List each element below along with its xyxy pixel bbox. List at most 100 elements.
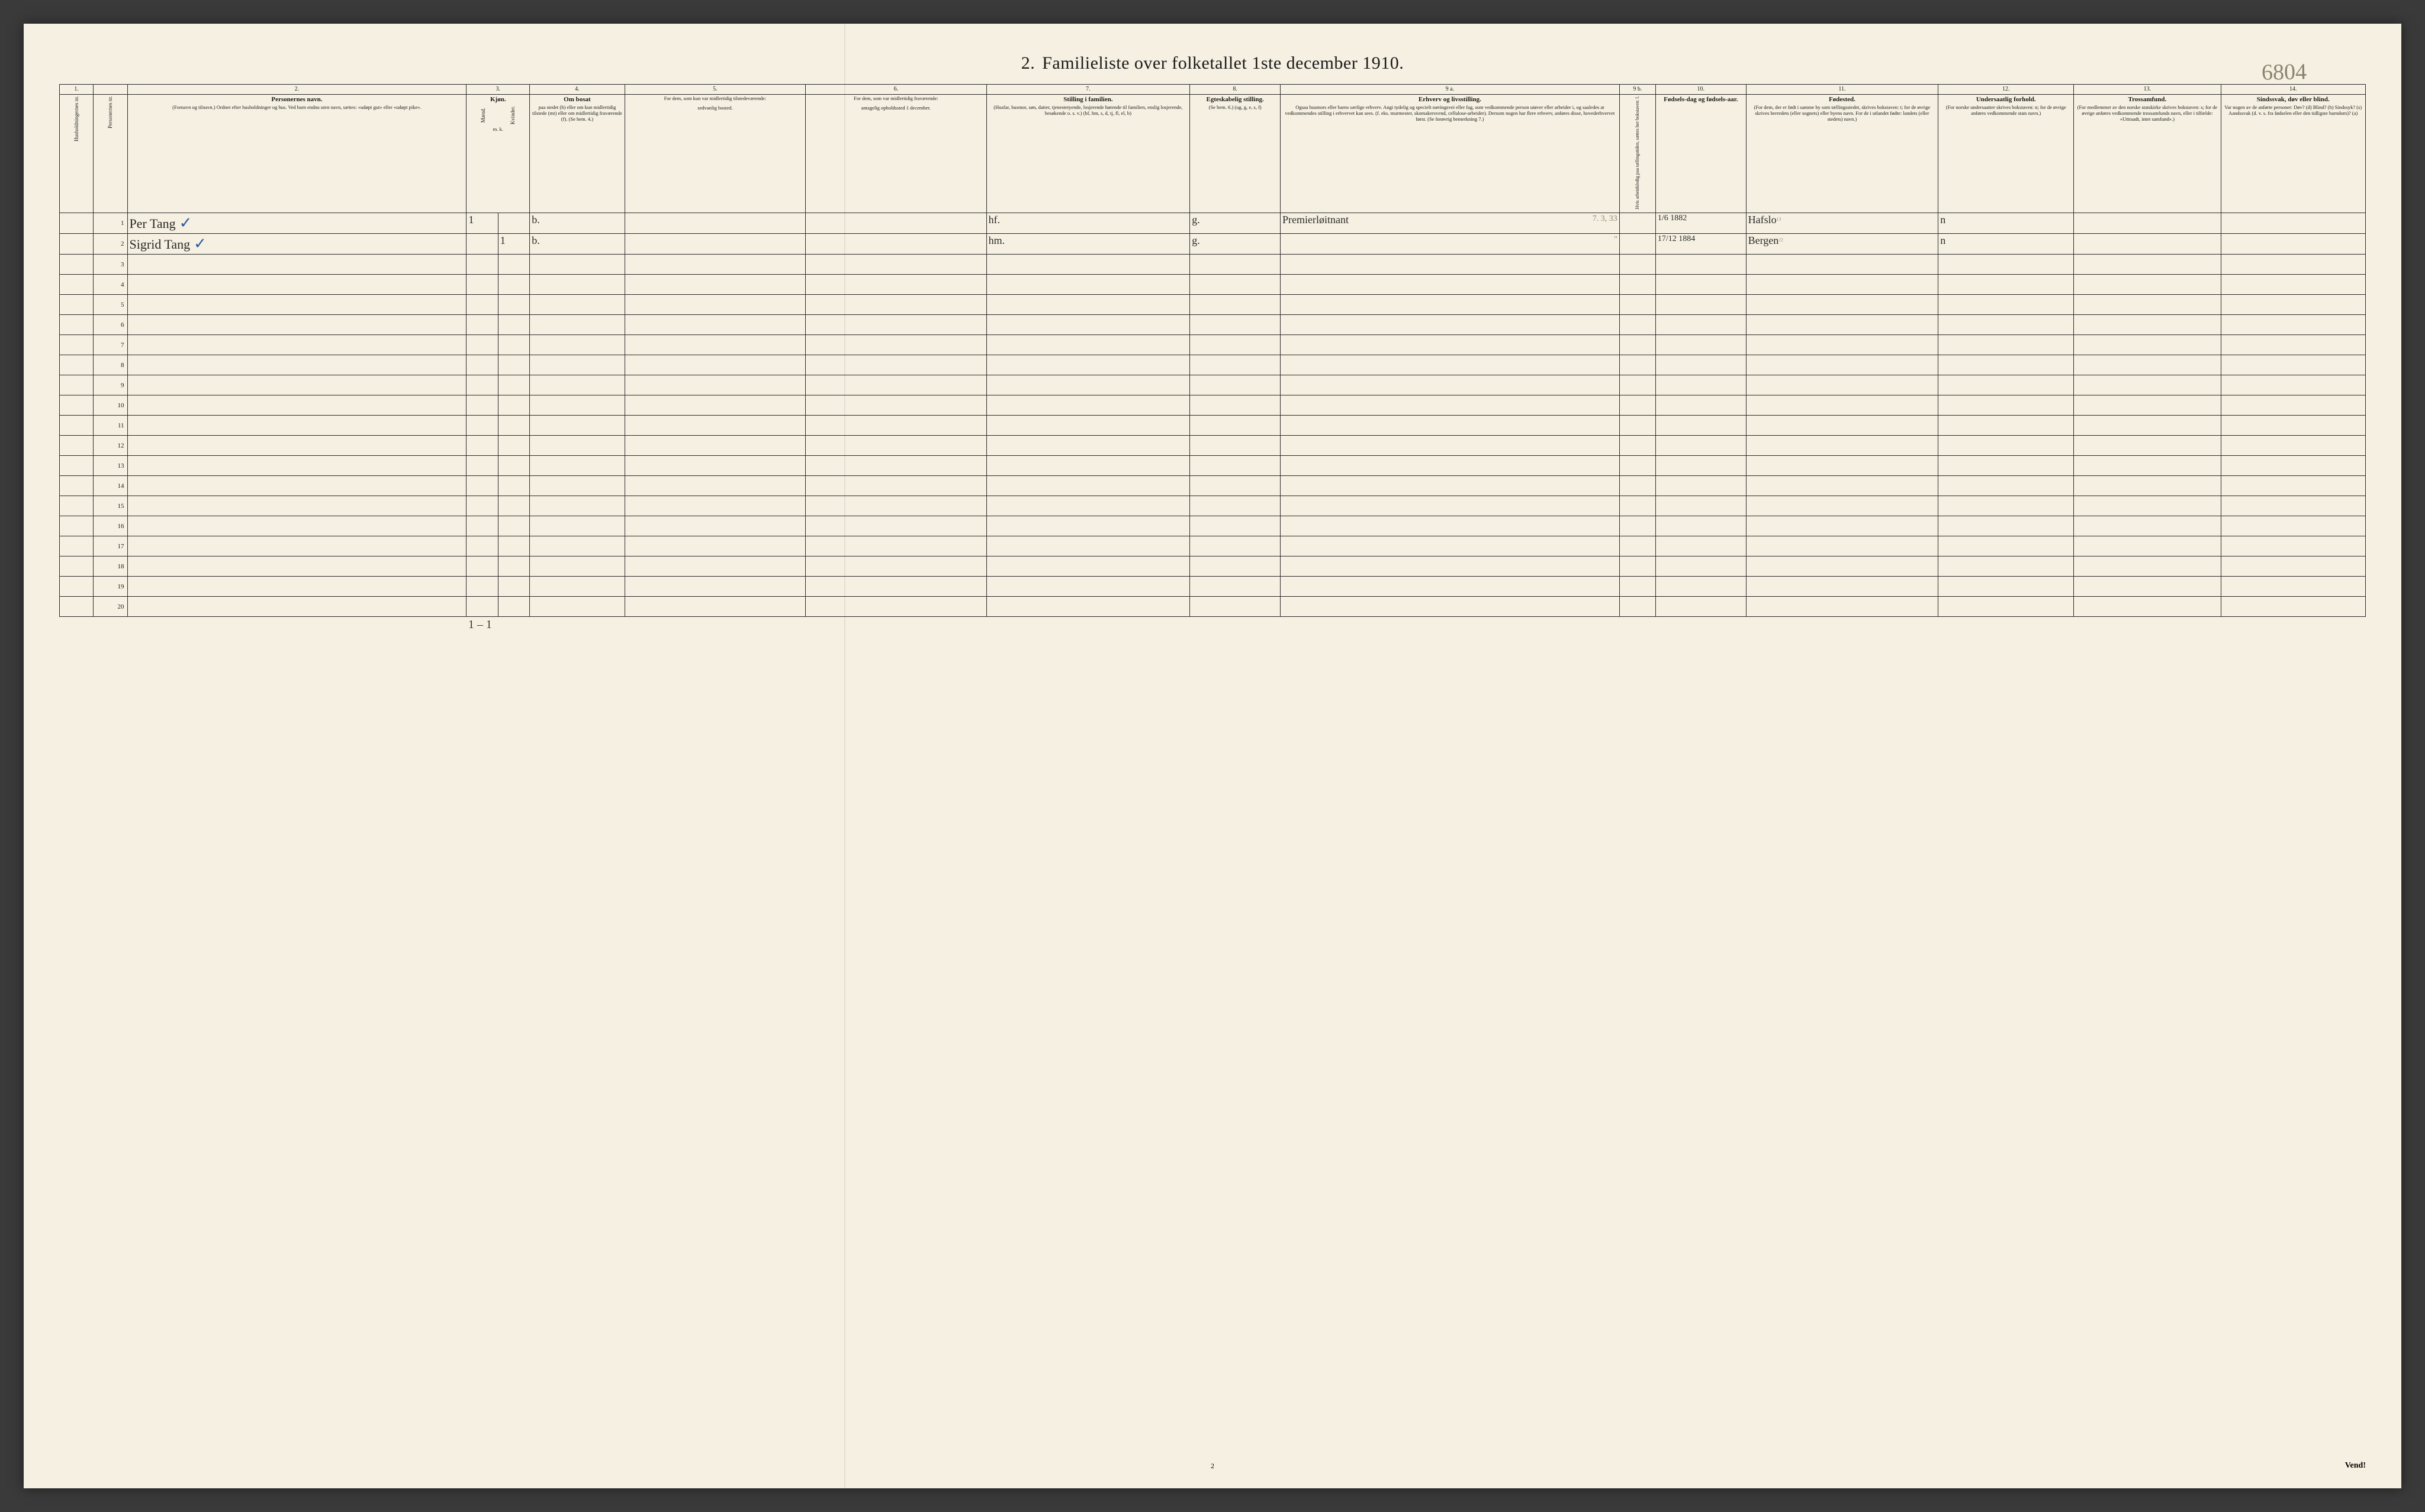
cell-empty bbox=[1655, 456, 1746, 476]
cell-empty bbox=[1655, 536, 1746, 556]
cell-empty bbox=[1619, 516, 1655, 536]
cell-empty bbox=[530, 416, 625, 436]
cell-empty bbox=[986, 496, 1190, 516]
cell-empty bbox=[806, 355, 986, 375]
cell-household-nr bbox=[60, 255, 94, 275]
cell-empty bbox=[498, 577, 529, 597]
cell-empty bbox=[498, 536, 529, 556]
cell-empty bbox=[1655, 516, 1746, 536]
cell-sindssvak bbox=[2221, 234, 2366, 255]
cell-empty bbox=[498, 597, 529, 617]
cell-empty bbox=[1280, 516, 1619, 536]
cell-empty bbox=[467, 395, 498, 416]
colnum-10: 10. bbox=[1655, 85, 1746, 95]
cell-household-nr bbox=[60, 395, 94, 416]
cell-erhverv: " bbox=[1280, 234, 1619, 255]
cell-household-nr bbox=[60, 597, 94, 617]
cell-empty bbox=[806, 395, 986, 416]
cell-empty bbox=[1655, 275, 1746, 295]
cell-empty bbox=[1280, 556, 1619, 577]
cell-empty bbox=[1619, 536, 1655, 556]
cell-empty bbox=[1746, 577, 1938, 597]
cell-household-nr bbox=[60, 436, 94, 456]
cell-empty bbox=[530, 476, 625, 496]
cell-empty bbox=[2221, 597, 2366, 617]
cell-empty bbox=[625, 577, 805, 597]
cell-household-nr bbox=[60, 315, 94, 335]
footer-page-number: 2 bbox=[1211, 1462, 1214, 1471]
cell-person-nr: 2 bbox=[94, 234, 127, 255]
cell-empty bbox=[127, 436, 467, 456]
header-erhverv: Erhverv og livsstilling. Ogsaa husmors e… bbox=[1280, 95, 1619, 213]
cell-name: Per Tang✓ bbox=[127, 213, 467, 234]
cell-empty bbox=[2221, 456, 2366, 476]
cell-person-nr: 8 bbox=[94, 355, 127, 375]
cell-empty bbox=[498, 335, 529, 355]
header-row: Husholdningernes nr. Personernes nr. Per… bbox=[60, 95, 2366, 213]
cell-empty bbox=[806, 436, 986, 456]
cell-empty bbox=[2221, 275, 2366, 295]
cell-household-nr bbox=[60, 213, 94, 234]
cell-empty bbox=[498, 496, 529, 516]
cell-empty bbox=[127, 577, 467, 597]
cell-empty bbox=[498, 255, 529, 275]
cell-empty bbox=[1280, 395, 1619, 416]
cell-empty bbox=[1190, 476, 1281, 496]
cell-empty bbox=[498, 556, 529, 577]
cell-empty bbox=[1190, 496, 1281, 516]
cell-empty bbox=[1938, 496, 2074, 516]
cell-empty bbox=[625, 496, 805, 516]
cell-empty bbox=[1938, 255, 2074, 275]
cell-person-nr: 13 bbox=[94, 456, 127, 476]
colnum-9b: 9 b. bbox=[1619, 85, 1655, 95]
cell-empty bbox=[1190, 456, 1281, 476]
cell-empty bbox=[1938, 395, 2074, 416]
cell-empty bbox=[530, 536, 625, 556]
cell-empty bbox=[2074, 456, 2221, 476]
cell-empty bbox=[1619, 577, 1655, 597]
cell-sex-m: 1 bbox=[467, 213, 498, 234]
cell-household-nr bbox=[60, 234, 94, 255]
cell-empty bbox=[530, 496, 625, 516]
cell-empty bbox=[530, 577, 625, 597]
cell-household-nr bbox=[60, 476, 94, 496]
cell-empty bbox=[806, 315, 986, 335]
cell-empty bbox=[467, 416, 498, 436]
cell-sex-k: 1 bbox=[498, 234, 529, 255]
cell-empty bbox=[1190, 395, 1281, 416]
colnum-9a: 9 a. bbox=[1280, 85, 1619, 95]
cell-empty bbox=[1619, 456, 1655, 476]
cell-empty bbox=[2074, 597, 2221, 617]
cell-empty bbox=[1280, 456, 1619, 476]
cell-person-nr: 4 bbox=[94, 275, 127, 295]
cell-empty bbox=[498, 436, 529, 456]
cell-stilling: hf. bbox=[986, 213, 1190, 234]
cell-empty bbox=[2074, 416, 2221, 436]
cell-empty bbox=[625, 456, 805, 476]
cell-empty bbox=[1938, 315, 2074, 335]
table-row-empty: 20 bbox=[60, 597, 2366, 617]
cell-sindssvak bbox=[2221, 213, 2366, 234]
cell-empty bbox=[1938, 516, 2074, 536]
header-bosat: Om bosat paa stedet (b) eller om kun mid… bbox=[530, 95, 625, 213]
table-row-empty: 10 bbox=[60, 395, 2366, 416]
cell-empty bbox=[127, 536, 467, 556]
cell-empty bbox=[498, 416, 529, 436]
cell-empty bbox=[1190, 436, 1281, 456]
census-page: 6804 2.Familieliste over folketallet 1st… bbox=[24, 24, 2401, 1488]
cell-person-nr: 6 bbox=[94, 315, 127, 335]
cell-empty bbox=[1280, 335, 1619, 355]
header-stilling: Stilling i familien. (Husfar, husmor, sø… bbox=[986, 95, 1190, 213]
cell-empty bbox=[1190, 295, 1281, 315]
cell-empty bbox=[1746, 516, 1938, 536]
cell-empty bbox=[986, 536, 1190, 556]
cell-empty bbox=[1280, 355, 1619, 375]
cell-empty bbox=[530, 355, 625, 375]
cell-empty bbox=[1746, 395, 1938, 416]
cell-empty bbox=[1746, 496, 1938, 516]
cell-empty bbox=[1746, 476, 1938, 496]
table-row-empty: 11 bbox=[60, 416, 2366, 436]
cell-person-nr: 12 bbox=[94, 436, 127, 456]
header-egteskab: Egteskabelig stilling. (Se bem. 6.) (ug,… bbox=[1190, 95, 1281, 213]
cell-empty bbox=[1655, 436, 1746, 456]
